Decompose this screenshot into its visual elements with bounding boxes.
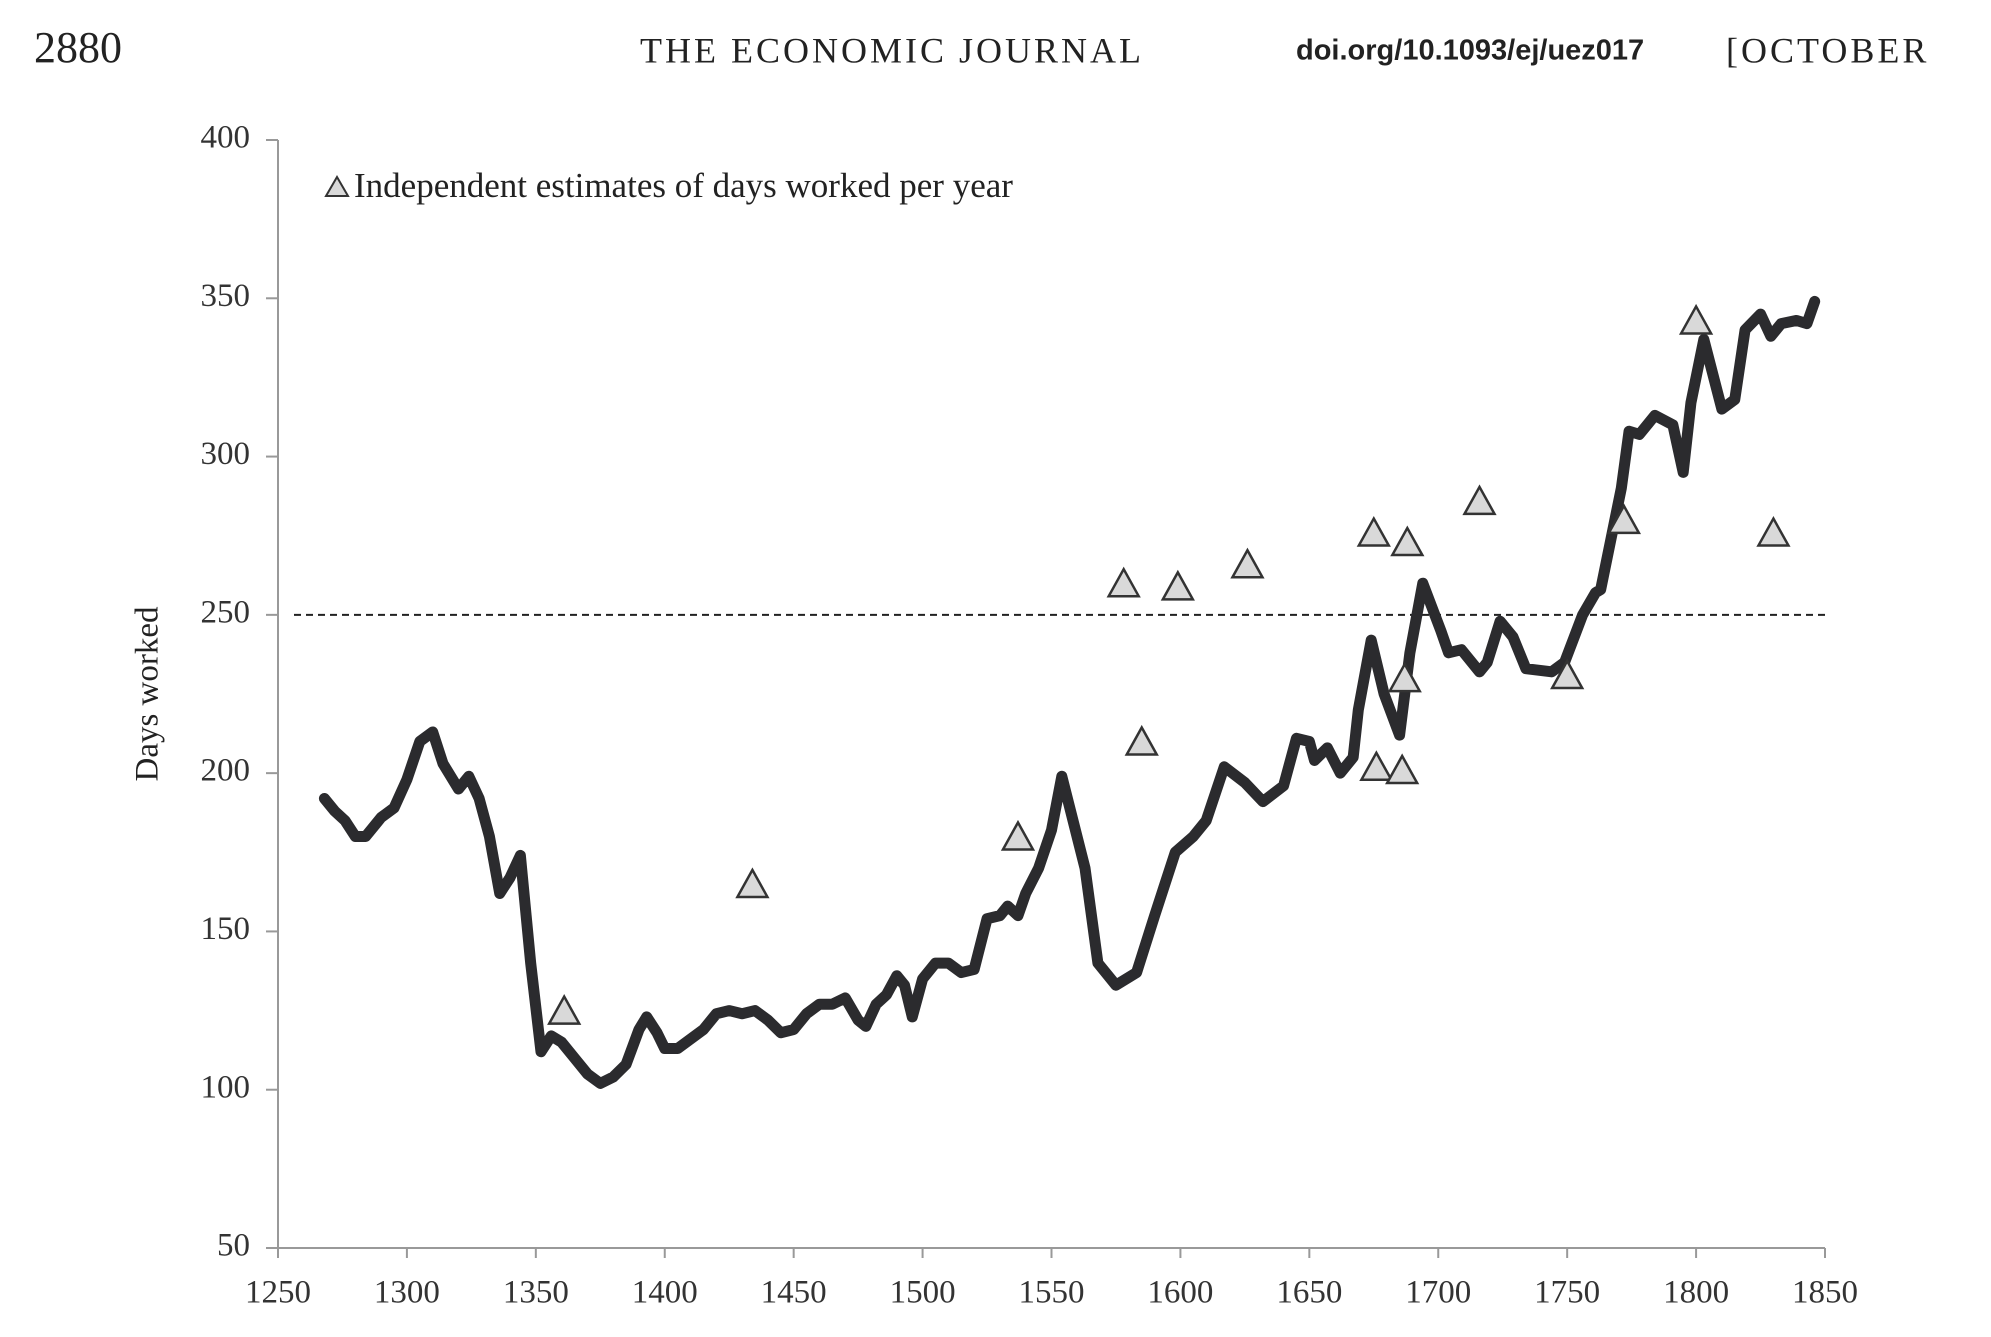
estimate-marker (735, 867, 770, 899)
x-tick-label: 1250 (245, 1275, 311, 1311)
series-line (318, 295, 1821, 1089)
x-tick-label: 1600 (1147, 1275, 1213, 1311)
legend-marker (324, 175, 350, 197)
y-tick-label: 250 (201, 594, 251, 630)
y-tick-label: 400 (201, 120, 251, 156)
month: [OCTOBER (1726, 30, 1929, 70)
y-tick-label: 150 (201, 911, 251, 947)
estimate-marker (1678, 303, 1714, 335)
estimate-marker (1385, 753, 1420, 785)
page-number: 2880 (34, 23, 122, 72)
estimate-marker (1550, 658, 1585, 690)
y-tick-label: 50 (217, 1228, 250, 1264)
estimate-marker (1606, 503, 1642, 535)
y-tick-label: 100 (201, 1069, 251, 1105)
estimate-marker (1000, 819, 1036, 851)
x-tick-label: 1750 (1534, 1275, 1600, 1311)
estimate-marker (1390, 525, 1425, 557)
y-axis-label: Days worked (130, 606, 166, 782)
estimate-marker (547, 993, 582, 1025)
x-tick-label: 1400 (632, 1275, 698, 1311)
x-tick-label: 1300 (374, 1275, 440, 1311)
estimate-marker (1387, 661, 1422, 693)
x-tick-label: 1850 (1792, 1275, 1858, 1311)
estimate-marker (1160, 569, 1195, 601)
estimate-marker (1462, 484, 1497, 516)
estimate-marker (1756, 515, 1791, 547)
x-tick-label: 1650 (1276, 1275, 1342, 1311)
y-tick-label: 350 (201, 278, 251, 314)
doi: doi.org/10.1093/ej/uez017 (1296, 35, 1644, 67)
y-tick-label: 200 (201, 753, 251, 789)
estimate-marker (1106, 566, 1141, 598)
x-tick-label: 1800 (1663, 1275, 1729, 1311)
x-tick-label: 1500 (890, 1275, 956, 1311)
estimate-marker (1359, 750, 1394, 782)
y-tick-label: 300 (201, 436, 251, 472)
estimate-marker (1230, 547, 1265, 579)
x-tick-label: 1550 (1019, 1275, 1085, 1311)
legend-label: Independent estimates of days worked per… (354, 166, 1013, 205)
x-tick-label: 1350 (503, 1275, 569, 1311)
estimate-marker (1356, 515, 1391, 547)
x-tick-label: 1450 (761, 1275, 827, 1311)
x-tick-label: 1700 (1405, 1275, 1471, 1311)
journal-title: THE ECONOMIC JOURNAL (640, 30, 1144, 70)
estimate-marker (1124, 724, 1159, 756)
